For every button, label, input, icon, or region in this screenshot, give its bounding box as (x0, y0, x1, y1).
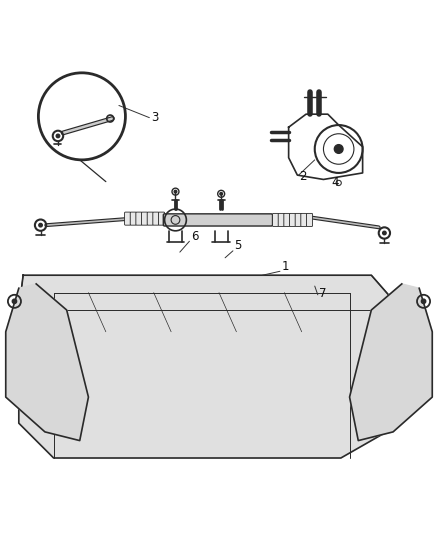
Text: 5: 5 (234, 239, 242, 252)
FancyBboxPatch shape (153, 212, 159, 225)
Circle shape (171, 215, 180, 224)
Circle shape (174, 190, 177, 193)
FancyBboxPatch shape (307, 213, 313, 227)
Circle shape (220, 192, 223, 195)
Text: 1: 1 (281, 260, 289, 272)
Text: 2: 2 (300, 171, 307, 183)
FancyBboxPatch shape (159, 212, 165, 225)
FancyBboxPatch shape (272, 213, 279, 227)
FancyBboxPatch shape (278, 213, 284, 227)
FancyBboxPatch shape (130, 212, 136, 225)
Polygon shape (6, 284, 88, 441)
Circle shape (421, 299, 426, 303)
FancyBboxPatch shape (301, 213, 307, 227)
Text: 7: 7 (319, 287, 327, 300)
FancyBboxPatch shape (290, 213, 296, 227)
Circle shape (12, 299, 17, 303)
Circle shape (39, 223, 42, 227)
Circle shape (56, 134, 60, 138)
Polygon shape (350, 284, 432, 441)
FancyBboxPatch shape (284, 213, 290, 227)
FancyBboxPatch shape (147, 212, 153, 225)
FancyBboxPatch shape (295, 213, 301, 227)
FancyBboxPatch shape (136, 212, 142, 225)
Circle shape (383, 231, 386, 235)
Text: 3: 3 (152, 111, 159, 124)
Circle shape (334, 144, 343, 154)
FancyBboxPatch shape (141, 212, 148, 225)
Text: 4: 4 (331, 176, 339, 189)
FancyBboxPatch shape (124, 212, 131, 225)
FancyBboxPatch shape (163, 214, 272, 226)
Polygon shape (19, 275, 402, 458)
Text: 6: 6 (191, 230, 198, 243)
